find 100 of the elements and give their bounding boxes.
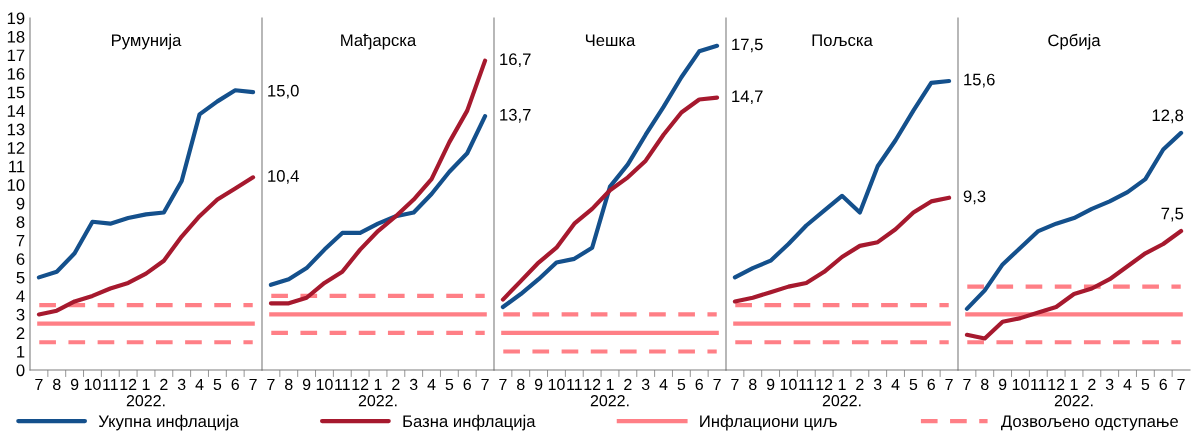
x-tick-label: 12 <box>352 378 369 390</box>
y-tick-label: 12 <box>7 142 25 154</box>
y-tick-label: 15 <box>7 86 25 99</box>
x-tick-label: 12 <box>816 378 833 390</box>
x-tick-label: 12 <box>120 378 137 390</box>
legend-label: Инфлациони циљ <box>700 414 837 431</box>
y-tick-label: 6 <box>16 253 25 266</box>
y-tick-label: 19 <box>7 12 25 25</box>
x-tick-label: 5 <box>909 378 918 391</box>
y-tick-label: 16 <box>7 67 25 80</box>
y-tick-label: 4 <box>16 290 25 302</box>
text: Мађарска <box>341 33 417 50</box>
data-label: 7,5 <box>1161 207 1184 222</box>
x-tick-label: 6 <box>695 378 703 391</box>
data-label: 9,3 <box>963 190 986 205</box>
x-tick-label: 3 <box>873 378 882 391</box>
x-tick-label: 6 <box>1159 378 1167 391</box>
x-tick-label: 1 <box>838 378 846 390</box>
x-tick-label: 11 <box>103 378 118 390</box>
legend-label: Базна инфлација <box>403 414 536 431</box>
data-label: 12,8 <box>1152 109 1184 124</box>
x-tick-label: 9 <box>534 378 543 391</box>
y-tick-label: 5 <box>16 271 25 284</box>
x-axis-title: 2022. <box>590 395 629 407</box>
x-tick-label: 1 <box>606 378 614 390</box>
x-tick-label: 11 <box>335 378 350 390</box>
y-tick-label: 3 <box>16 308 25 321</box>
x-tick-label: 7 <box>945 378 953 390</box>
y-tick-label: 10 <box>7 179 25 191</box>
x-tick-label: 9 <box>302 378 311 391</box>
y-tick-label: 9 <box>16 197 25 210</box>
x-tick-label: 7 <box>481 378 489 390</box>
x-axis-title: 2022. <box>358 395 397 407</box>
legend-label: Укупна инфлација <box>98 414 239 431</box>
x-tick-label: 5 <box>213 378 222 391</box>
x-tick-label: 9 <box>70 378 79 391</box>
x-tick-label: 5 <box>445 378 454 391</box>
x-axis-title: 2022. <box>822 395 861 407</box>
x-tick-label: 2 <box>160 378 168 390</box>
x-tick-label: 1 <box>374 378 382 390</box>
x-tick-label: 6 <box>463 378 471 391</box>
x-tick-label: 3 <box>641 378 650 391</box>
text: Румунија <box>112 33 182 50</box>
x-tick-label: 7 <box>713 378 721 390</box>
data-label: 15,6 <box>964 73 995 88</box>
x-tick-label: 5 <box>1141 378 1150 391</box>
x-tick-label: 7 <box>35 378 43 390</box>
x-tick-label: 7 <box>267 378 275 390</box>
text: Србија <box>1048 33 1101 50</box>
x-tick-label: 8 <box>517 378 525 391</box>
x-tick-label: 2 <box>392 378 400 390</box>
y-tick-label: 2 <box>16 327 25 339</box>
x-tick-label: 2 <box>624 378 632 390</box>
x-tick-label: 10 <box>84 378 101 391</box>
x-tick-label: 3 <box>177 378 186 391</box>
x-tick-label: 7 <box>963 378 971 390</box>
x-tick-label: 3 <box>409 378 418 391</box>
x-tick-label: 7 <box>499 378 507 390</box>
x-tick-label: 3 <box>1105 378 1114 391</box>
x-tick-label: 4 <box>891 378 900 390</box>
text: Чешка <box>585 34 636 47</box>
x-tick-label: 8 <box>749 378 757 391</box>
x-tick-label: 9 <box>766 378 775 391</box>
x-tick-label: 6 <box>927 378 935 391</box>
x-tick-label: 1 <box>1070 378 1078 390</box>
text: Пољска <box>812 34 873 47</box>
x-tick-label: 10 <box>316 378 333 391</box>
x-tick-label: 10 <box>780 378 797 391</box>
data-label: 17,5 <box>732 38 763 53</box>
y-tick-label: 14 <box>7 105 25 117</box>
legend-label: Дозвољено одступање <box>1001 415 1178 431</box>
x-axis-title: 2022. <box>1054 395 1093 407</box>
x-tick-label: 2 <box>1088 378 1096 390</box>
y-tick-label: 0 <box>16 364 25 377</box>
x-tick-label: 4 <box>427 378 436 390</box>
x-tick-label: 8 <box>285 378 293 391</box>
x-tick-label: 8 <box>53 378 61 391</box>
x-tick-label: 7 <box>1177 378 1185 390</box>
x-tick-label: 8 <box>981 378 989 391</box>
x-tick-label: 1 <box>142 378 150 390</box>
x-tick-label: 6 <box>231 378 239 391</box>
data-label: 13,7 <box>500 108 531 123</box>
data-label: 14,7 <box>732 90 763 105</box>
x-tick-label: 4 <box>659 378 668 390</box>
x-tick-label: 10 <box>548 378 565 391</box>
x-tick-label: 12 <box>1048 378 1065 390</box>
data-label: 10,4 <box>268 170 299 184</box>
y-tick-label: 18 <box>7 30 25 43</box>
x-tick-label: 12 <box>584 378 601 390</box>
y-tick-label: 8 <box>16 216 25 228</box>
x-tick-label: 5 <box>677 378 686 391</box>
y-tick-label: 11 <box>9 160 25 173</box>
x-tick-label: 11 <box>567 378 582 390</box>
x-tick-label: 9 <box>998 378 1007 391</box>
x-tick-label: 10 <box>1012 378 1029 391</box>
y-tick-label: 13 <box>7 123 25 136</box>
x-tick-label: 7 <box>249 378 257 390</box>
y-tick-label: 7 <box>16 234 25 247</box>
y-tick-label: 1 <box>17 346 25 358</box>
x-axis-title: 2022. <box>126 395 165 407</box>
